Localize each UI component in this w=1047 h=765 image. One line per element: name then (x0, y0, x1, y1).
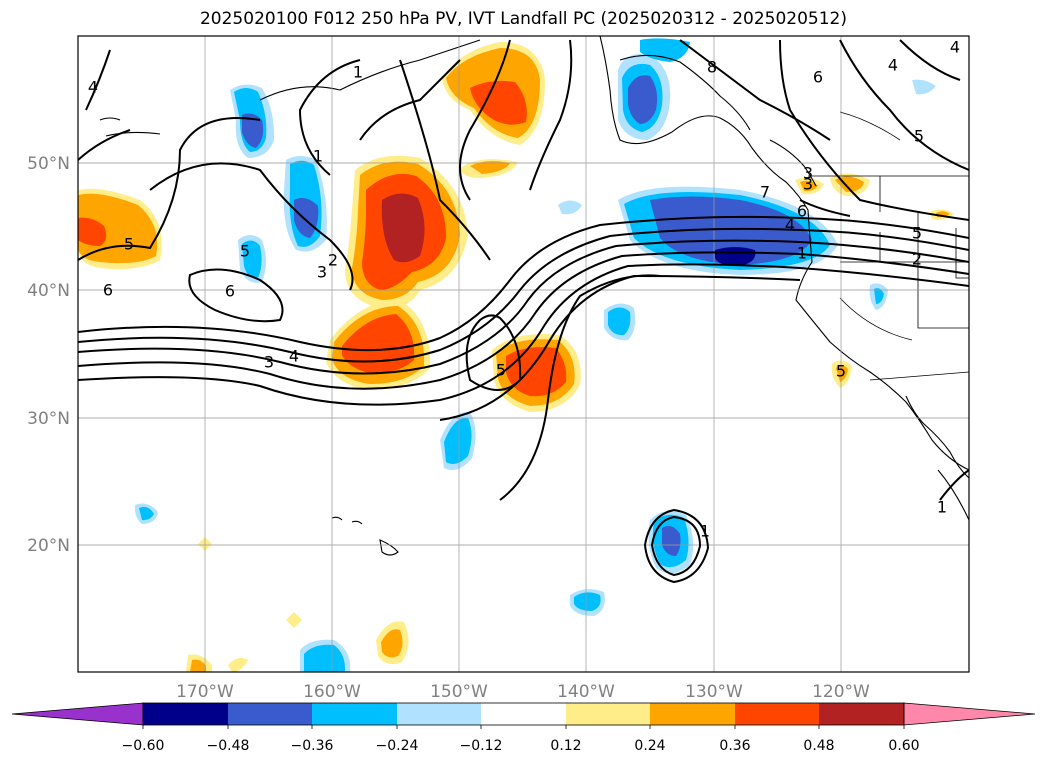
contour-label: 1 (797, 244, 807, 263)
contour-label: 4 (888, 56, 898, 75)
colorbar-tick-label: 0.36 (719, 738, 750, 754)
latitude-labels: 50°N 40°N 30°N 20°N (27, 154, 70, 556)
lon-label: 160°W (303, 682, 361, 702)
colorbar-segment (566, 703, 650, 725)
lat-label: 50°N (27, 154, 70, 174)
contour-label: 8 (707, 58, 717, 77)
contour-label: 5 (124, 235, 134, 254)
positive-anomaly-region (442, 42, 545, 145)
lon-label: 150°W (430, 682, 488, 702)
colorbar-tick-label: −0.60 (122, 738, 165, 754)
longitude-labels: 170°W 160°W 150°W 140°W 130°W 120°W (176, 682, 870, 702)
lon-label: 170°W (176, 682, 234, 702)
negative-anomaly-region (604, 303, 636, 341)
negative-anomaly-region (440, 411, 476, 471)
colorbar-tick-label: 0.12 (550, 738, 581, 754)
map-frame (77, 35, 970, 673)
contour-label: 4 (88, 78, 98, 97)
contour-label: 1 (937, 498, 947, 517)
contour-label: 7 (760, 183, 770, 202)
lon-label: 140°W (557, 682, 615, 702)
political-borders (808, 111, 969, 381)
map-title: 2025020100 F012 250 hPa PV, IVT Landfall… (199, 9, 847, 29)
contour-label: 4 (289, 347, 299, 366)
colorbar: −0.60 −0.48 −0.36 −0.24 −0.12 0.12 0.24 … (11, 702, 1036, 754)
positive-anomaly-region (460, 159, 518, 178)
contour-label: 2 (912, 250, 922, 269)
colorbar-segment (650, 703, 735, 725)
pv-contours (78, 39, 969, 584)
contour-label: 6 (225, 282, 235, 301)
contour-label: 5 (914, 127, 924, 146)
colorbar-segment (143, 703, 228, 725)
colorbar-tick-label: −0.12 (460, 738, 503, 754)
lon-label: 130°W (685, 682, 743, 702)
colorbar-tick-label: −0.48 (207, 738, 250, 754)
colorbar-tick-label: −0.24 (376, 738, 419, 754)
colorbar-segment (397, 703, 481, 725)
positive-anomaly-region (186, 537, 409, 672)
contour-label: 3 (317, 263, 327, 282)
contour-label: 5 (496, 361, 506, 380)
lat-label: 30°N (27, 409, 70, 429)
contour-label: 1 (700, 522, 710, 541)
contour-label: 5 (912, 224, 922, 243)
negative-anomaly-region (570, 589, 605, 616)
contour-label: 3 (803, 175, 813, 194)
negative-anomaly-region (618, 38, 690, 140)
colorbar-tick-label: 0.48 (803, 738, 834, 754)
lat-label: 20°N (27, 536, 70, 556)
contour-label: 4 (950, 38, 960, 57)
contour-label: 3 (803, 164, 813, 183)
contour-label: 6 (797, 202, 807, 221)
colorbar-segment (481, 703, 566, 725)
colorbar-extend-low (11, 702, 144, 726)
positive-anomaly-region (345, 155, 468, 309)
negative-anomaly-region (134, 503, 158, 524)
colorbar-segment (735, 703, 819, 725)
negative-anomaly-region (230, 84, 275, 158)
colorbar-extend-high (903, 702, 1036, 726)
contour-label: 1 (353, 63, 363, 82)
contour-label: 4 (785, 216, 795, 235)
contour-label: 6 (103, 281, 113, 300)
contour-label: 3 (264, 353, 274, 372)
colorbar-segment (312, 703, 397, 725)
colorbar-tick-label: −0.36 (291, 738, 334, 754)
lon-label: 120°W (812, 682, 870, 702)
negative-anomaly-region (300, 639, 351, 672)
contour-label: 5 (240, 242, 250, 261)
lat-label: 40°N (27, 281, 70, 301)
colorbar-tick-label: 0.24 (634, 738, 665, 754)
colorbar-segment (228, 703, 312, 725)
colorbar-tick-label: 0.60 (888, 738, 919, 754)
contour-label: 5 (836, 362, 846, 381)
contour-label: 6 (813, 68, 823, 87)
contour-labels: 4 1 8 6 4 5 1 7 6 5 3 2 1 5 4 3 6 5 5 2 … (88, 38, 960, 541)
colorbar-segment (819, 703, 904, 725)
negative-anomaly-region (238, 235, 266, 283)
coastlines (99, 36, 969, 556)
map-panel: 4 1 8 6 4 5 1 7 6 5 3 2 1 5 4 3 6 5 5 2 … (78, 36, 969, 672)
contour-label: 1 (313, 147, 323, 166)
contour-label: 2 (328, 251, 338, 270)
